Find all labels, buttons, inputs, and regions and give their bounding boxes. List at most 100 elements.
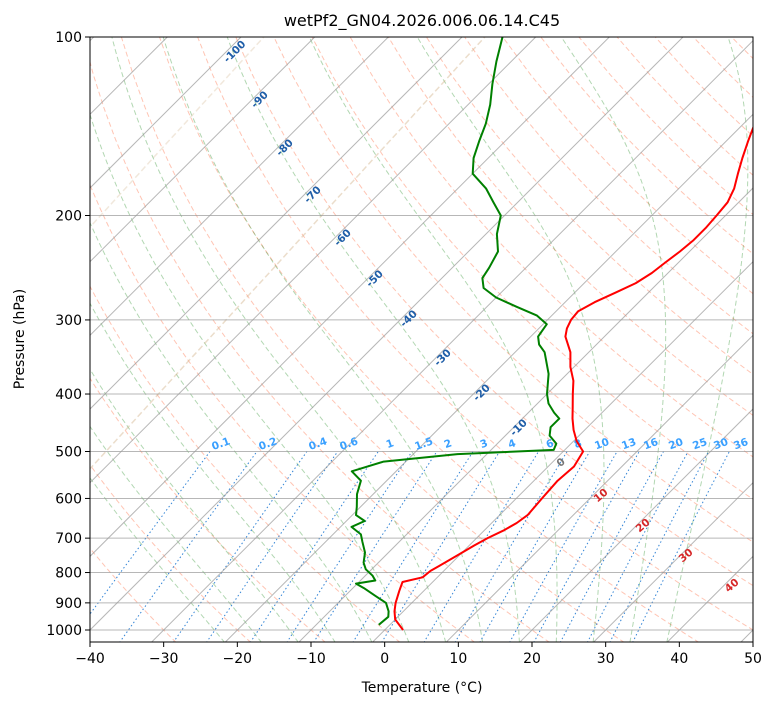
mixing-ratio-line xyxy=(173,451,308,642)
isotherm-line xyxy=(90,37,316,263)
isotherm-line xyxy=(150,39,753,642)
x-tick-label: −10 xyxy=(296,651,326,667)
y-tick-label: 800 xyxy=(55,566,82,582)
isotherm-line xyxy=(90,37,389,337)
isotherm-label: -50 xyxy=(364,268,386,290)
mixing-ratio-line xyxy=(206,451,339,642)
arc-line xyxy=(90,37,486,470)
isotherm-line xyxy=(90,37,610,558)
reference-lines xyxy=(90,37,775,643)
dry-adiabat-line xyxy=(235,37,753,587)
mixing-ratio-line xyxy=(509,451,618,642)
dry-adiabat-line xyxy=(90,464,252,642)
mixing-ratio-line xyxy=(286,451,413,642)
moist-adiabat-line xyxy=(90,112,410,642)
dry-adiabat-line xyxy=(616,37,753,176)
isotherm-label: -20 xyxy=(471,382,493,404)
moist-adiabat-line xyxy=(162,37,484,642)
x-tick-label: 40 xyxy=(670,651,688,667)
y-tick-label: 100 xyxy=(55,30,82,46)
mixing-ratio-line xyxy=(587,451,689,642)
mixing-ratio-label: 16 xyxy=(642,436,660,452)
mixing-ratio-label: 3 xyxy=(478,437,489,451)
dry-adiabat-line xyxy=(197,37,753,631)
mixing-ratio-line xyxy=(609,451,710,642)
isotherm-line xyxy=(224,113,753,642)
mixing-ratio-line xyxy=(352,451,474,642)
mixing-ratio-line xyxy=(381,451,501,642)
isotherm-line xyxy=(90,37,537,484)
dry-adiabat-line xyxy=(90,183,476,642)
y-tick-label: 200 xyxy=(55,209,82,225)
x-tick-label: 30 xyxy=(597,651,615,667)
mixing-ratio-label: 0.4 xyxy=(307,435,329,453)
sounding-traces xyxy=(350,37,753,631)
mixing-ratio-label: 0.6 xyxy=(338,435,360,453)
mixing-ratio-label: 36 xyxy=(732,436,750,452)
dry-adiabat-line xyxy=(654,37,753,138)
grid xyxy=(90,37,753,642)
x-tick-label: −40 xyxy=(75,651,105,667)
y-tick-label: 900 xyxy=(55,596,82,612)
moist-adiabat-line xyxy=(90,477,225,642)
isotherm-label: -60 xyxy=(332,227,354,249)
y-axis-label: Pressure (hPa) xyxy=(12,289,28,389)
mixing-ratio-label: 1 xyxy=(384,437,395,451)
mixing-ratio-label: 10 xyxy=(593,436,611,452)
moist-adiabat-line xyxy=(666,37,749,642)
dry-adiabat-line xyxy=(311,37,753,500)
y-tick-label: 400 xyxy=(55,387,82,403)
isotherm-label: -100 xyxy=(221,38,248,65)
moist-adiabat-line xyxy=(111,37,447,642)
mixing-ratio-label: 0.2 xyxy=(257,435,279,453)
mixing-ratio-line xyxy=(90,451,211,615)
dry-adiabat-line xyxy=(349,37,753,458)
y-axis: 1000 900 800 700 600 500 400 300 200 100 xyxy=(46,30,90,639)
y-tick-label: 300 xyxy=(55,313,82,329)
x-tick-label: 50 xyxy=(744,651,762,667)
mixing-ratio-line xyxy=(632,451,730,642)
dry-adiabat-line xyxy=(90,285,401,642)
dry-adiabat-line xyxy=(387,37,753,416)
y-tick-label: 700 xyxy=(55,531,82,547)
mixing-ratio-label: 30 xyxy=(712,436,730,452)
isotherm-label: -90 xyxy=(249,89,271,111)
mixing-ratio-label: 13 xyxy=(620,436,638,452)
x-tick-label: 0 xyxy=(380,651,389,667)
dewpoint-trace xyxy=(350,37,561,626)
x-tick-label: 20 xyxy=(523,651,541,667)
isotherm-label: -80 xyxy=(274,137,296,159)
mixing-ratio-label: 2 xyxy=(442,437,453,451)
moist-adiabat-line xyxy=(560,37,667,642)
isotherm-line xyxy=(90,37,463,410)
y-tick-label: 500 xyxy=(55,444,82,460)
moist-adiabat-line xyxy=(308,37,558,642)
isotherm-line xyxy=(740,629,753,642)
x-axis: −40 −30 −20 −10 0 10 20 30 40 50 xyxy=(75,642,762,667)
isotherm-line xyxy=(90,37,684,631)
plot-frame xyxy=(89,36,754,643)
mixing-ratio-label: 4 xyxy=(506,437,517,451)
dry-adiabat-line xyxy=(273,37,753,543)
mixing-ratio-label: 0.1 xyxy=(210,435,232,453)
moist-adiabat-line xyxy=(416,37,605,642)
isotherm-label-group: -100-90-80-70-60-50-40-30-20-100.1 0.2 0.4… xyxy=(210,38,750,595)
moist-adiabat-line xyxy=(226,37,520,642)
temperature-trace xyxy=(393,125,753,631)
x-tick-label: −20 xyxy=(223,651,253,667)
isotherm-label: -30 xyxy=(432,347,454,369)
chart-title: wetPf2_GN04.2026.006.06.14.C45 xyxy=(284,11,560,31)
y-tick-label: 600 xyxy=(55,491,82,507)
mixing-ratio-line xyxy=(119,451,258,642)
dry-adiabat-line xyxy=(90,377,326,642)
mixing-ratio-line xyxy=(249,451,379,642)
warm-isotherm-label: 30 xyxy=(677,546,696,565)
mixing-ratio-label: 20 xyxy=(667,436,685,452)
mixing-ratio-label: 1.5 xyxy=(413,435,435,453)
mixing-ratio-label: 6 xyxy=(544,437,555,451)
dry-adiabat-line xyxy=(770,37,775,643)
isotherm-line xyxy=(90,37,242,189)
dry-adiabat-line xyxy=(90,547,177,642)
y-tick-label: 1000 xyxy=(46,623,82,639)
